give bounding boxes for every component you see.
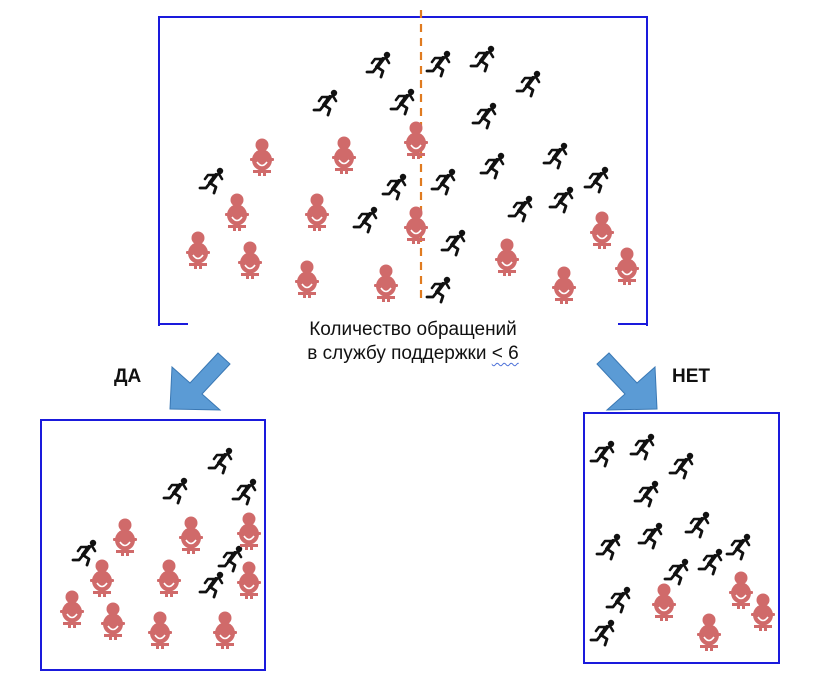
seated-person-icon — [304, 192, 330, 232]
seated-person-icon — [236, 511, 262, 551]
seated-person-icon — [185, 230, 211, 270]
seated-person-icon — [59, 589, 85, 629]
seated-person-icon — [236, 560, 262, 600]
running-person-icon — [725, 531, 753, 561]
running-person-icon — [595, 531, 623, 561]
running-person-icon — [469, 43, 497, 73]
running-person-icon — [668, 450, 696, 480]
split-condition-prefix: в службу поддержки — [307, 343, 492, 364]
seated-person-icon — [403, 205, 429, 245]
running-person-icon — [589, 617, 617, 647]
running-person-icon — [471, 100, 499, 130]
no-node-box — [583, 412, 780, 664]
seated-person-icon — [294, 259, 320, 299]
no-branch-label: НЕТ — [672, 366, 710, 387]
running-person-icon — [548, 184, 576, 214]
running-person-icon — [507, 193, 535, 223]
seated-person-icon — [651, 582, 677, 622]
seated-person-icon — [750, 592, 776, 632]
seated-person-icon — [100, 601, 126, 641]
running-person-icon — [637, 520, 665, 550]
running-person-icon — [479, 150, 507, 180]
running-person-icon — [583, 164, 611, 194]
no-branch-arrow-icon — [596, 352, 658, 411]
running-person-icon — [430, 166, 458, 196]
running-person-icon — [589, 438, 617, 468]
running-person-icon — [71, 537, 99, 567]
seated-person-icon — [178, 515, 204, 555]
seated-person-icon — [494, 237, 520, 277]
seated-person-icon — [614, 246, 640, 286]
running-person-icon — [162, 475, 190, 505]
seated-person-icon — [728, 570, 754, 610]
running-person-icon — [697, 546, 725, 576]
running-person-icon — [425, 48, 453, 78]
seated-person-icon — [237, 240, 263, 280]
running-person-icon — [684, 509, 712, 539]
running-person-icon — [542, 140, 570, 170]
running-person-icon — [633, 478, 661, 508]
seated-person-icon — [373, 263, 399, 303]
running-person-icon — [352, 204, 380, 234]
split-condition-line-1: Количество обращений — [309, 319, 517, 340]
running-person-icon — [207, 445, 235, 475]
running-person-icon — [663, 556, 691, 586]
running-person-icon — [231, 476, 259, 506]
seated-person-icon — [212, 610, 238, 650]
seated-person-icon — [589, 210, 615, 250]
seated-person-icon — [551, 265, 577, 305]
seated-person-icon — [89, 558, 115, 598]
running-person-icon — [440, 227, 468, 257]
split-condition-operator: < 6 — [491, 343, 519, 364]
seated-person-icon — [224, 192, 250, 232]
root-node-box — [158, 16, 648, 326]
seated-person-icon — [112, 517, 138, 557]
seated-person-icon — [696, 612, 722, 652]
running-person-icon — [198, 569, 226, 599]
yes-node-box — [40, 419, 266, 671]
running-person-icon — [198, 165, 226, 195]
seated-person-icon — [403, 120, 429, 160]
seated-person-icon — [249, 137, 275, 177]
running-person-icon — [312, 87, 340, 117]
root-node-box-corner-left — [158, 323, 188, 325]
running-person-icon — [381, 171, 409, 201]
seated-person-icon — [331, 135, 357, 175]
split-condition-line-2: в службу поддержки < 6 — [258, 342, 568, 366]
running-person-icon — [365, 49, 393, 79]
running-person-icon — [425, 274, 453, 304]
running-person-icon — [389, 86, 417, 116]
split-condition-label: Количество обращений в службу поддержки … — [258, 318, 568, 366]
yes-branch-arrow-icon — [169, 352, 231, 411]
running-person-icon — [629, 431, 657, 461]
yes-branch-label: ДА — [114, 366, 142, 387]
seated-person-icon — [156, 558, 182, 598]
running-person-icon — [217, 543, 245, 573]
seated-person-icon — [147, 610, 173, 650]
running-person-icon — [605, 584, 633, 614]
root-node-box-corner-right — [618, 323, 648, 325]
running-person-icon — [515, 68, 543, 98]
